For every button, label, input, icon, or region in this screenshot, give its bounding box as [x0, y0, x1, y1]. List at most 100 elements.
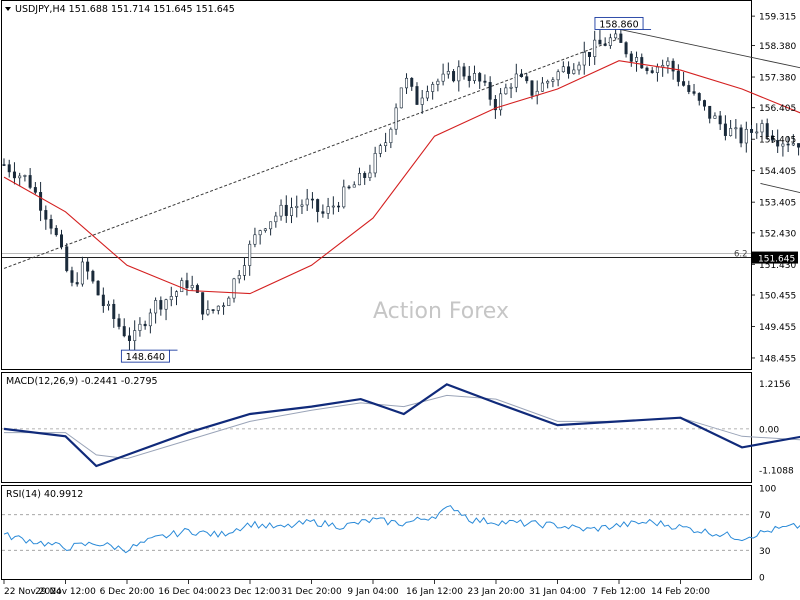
- candle-body: [316, 199, 320, 212]
- candle-body: [70, 270, 74, 283]
- x-axis-label: 7 Feb 12:00: [592, 587, 646, 597]
- candle-body: [378, 145, 382, 154]
- candle-body: [786, 143, 790, 146]
- candle-body: [598, 39, 602, 45]
- candle-body: [23, 175, 27, 177]
- candle-body: [624, 42, 628, 55]
- current-price-box: [752, 251, 798, 264]
- candle-body: [368, 172, 372, 178]
- candle-body: [263, 228, 267, 231]
- candle-body: [467, 75, 471, 81]
- candle-body: [148, 312, 152, 327]
- candle-body: [49, 218, 53, 229]
- candle-body: [567, 66, 571, 74]
- candle-body: [551, 79, 555, 82]
- price-axis-label: 157.380: [759, 74, 796, 84]
- candle-body: [425, 91, 429, 99]
- annotation-label: 158.860: [599, 19, 638, 30]
- candle-body: [185, 280, 189, 289]
- candle-body: [655, 66, 659, 73]
- candle-body: [405, 77, 409, 89]
- collapse-triangle-icon[interactable]: [5, 7, 11, 11]
- candle-body: [206, 309, 210, 315]
- candle-body: [290, 207, 294, 216]
- candle-body: [776, 139, 780, 147]
- price-axis-label: 152.430: [759, 229, 796, 239]
- candle-body: [122, 326, 126, 337]
- annotation-box: [120, 349, 170, 363]
- candle-body: [431, 84, 435, 92]
- candle-body: [279, 204, 283, 217]
- candle-body: [608, 37, 612, 46]
- candle-body: [593, 39, 597, 57]
- candle-body: [190, 285, 194, 289]
- candle-body: [305, 198, 309, 206]
- x-axis-label: 16 Jan 12:00: [406, 587, 463, 597]
- rsi-axis-label: 0: [759, 574, 765, 584]
- candle-body: [765, 123, 769, 137]
- candle-body: [635, 57, 639, 62]
- candle-body: [321, 211, 325, 214]
- candles: [2, 26, 800, 351]
- price-panel-frame: [1, 0, 752, 370]
- candle-body: [342, 186, 346, 208]
- rsi-axis-label: 70: [759, 511, 771, 521]
- candle-body: [384, 142, 388, 147]
- candle-body: [7, 164, 11, 173]
- candle-body: [310, 198, 314, 201]
- candle-body: [546, 81, 550, 84]
- candle-body: [201, 292, 205, 315]
- annotation-label: 148.640: [126, 352, 165, 363]
- candle-body: [211, 309, 215, 311]
- candle-body: [65, 246, 69, 271]
- candle-body: [216, 305, 220, 311]
- candle-body: [300, 204, 304, 207]
- candle-body: [561, 66, 565, 73]
- price-axis-label: 150.455: [759, 292, 796, 302]
- candle-body: [373, 153, 377, 174]
- candle-body: [603, 43, 607, 46]
- candle-body: [755, 131, 759, 134]
- candle-body: [18, 175, 22, 179]
- x-axis-label: 29 Nov 12:00: [35, 587, 96, 597]
- candle-body: [729, 128, 733, 136]
- candle-body: [227, 297, 231, 307]
- candle-body: [493, 99, 497, 111]
- candle-body: [744, 128, 748, 144]
- candle-body: [671, 60, 675, 72]
- rsi-axis-label: 30: [759, 547, 771, 557]
- candle-body: [436, 80, 440, 85]
- candle-body: [154, 300, 158, 314]
- candle-body: [117, 318, 121, 327]
- candle-body: [582, 52, 586, 66]
- candle-body: [127, 335, 131, 341]
- x-axis-label: 6 Dec 20:00: [100, 587, 155, 597]
- candle-body: [180, 280, 184, 293]
- candle-body: [39, 192, 43, 211]
- x-axis-label: 22 Nov 2024: [4, 587, 62, 597]
- price-axis-label: 149.455: [759, 323, 796, 333]
- candle-body: [143, 323, 147, 327]
- candle-body: [12, 171, 16, 179]
- symbol-header: USDJPY,H4 151.688 151.714 151.645 151.64…: [15, 4, 235, 15]
- price-axis-label: 156.405: [759, 104, 796, 114]
- candle-body: [138, 323, 142, 331]
- candle-body: [420, 97, 424, 105]
- candle-body: [284, 204, 288, 216]
- candle-body: [587, 52, 591, 57]
- macd-axis-label: -1.1088: [759, 467, 794, 477]
- candle-body: [389, 128, 393, 144]
- candle-body: [682, 81, 686, 86]
- candle-body: [702, 100, 706, 107]
- price-axis-label: 153.405: [759, 199, 796, 209]
- candle-body: [274, 215, 278, 223]
- candle-body: [258, 230, 262, 236]
- x-axis-label: 16 Dec 04:00: [158, 587, 219, 597]
- candle-body: [504, 87, 508, 95]
- candle-body: [797, 143, 800, 148]
- candle-body: [718, 115, 722, 125]
- candle-body: [530, 80, 534, 96]
- rsi-line: [3, 505, 800, 554]
- candle-body: [415, 86, 419, 105]
- candle-body: [645, 67, 649, 71]
